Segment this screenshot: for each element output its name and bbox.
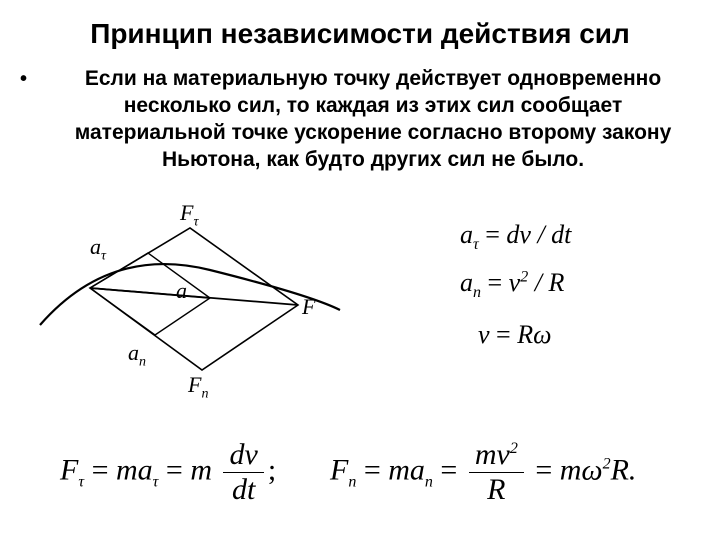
eq-Ftau-full: Fτ = maτ = m dv dt ; — [60, 440, 276, 505]
bullet-text: Если на материальную точку действует одн… — [46, 66, 700, 174]
eq-v: v = Rω — [478, 320, 551, 350]
label-F: F — [302, 294, 315, 320]
label-atau: aτ — [90, 234, 106, 264]
eq-a-n: an = v2 / R — [460, 268, 564, 302]
vector-a — [90, 288, 210, 298]
parallelogram — [90, 228, 298, 370]
label-Fn: Fn — [188, 372, 208, 402]
bullet-marker: • — [20, 68, 27, 91]
label-a: a — [176, 278, 187, 304]
label-Ftau: Fτ — [180, 200, 198, 230]
trajectory-curve — [40, 264, 340, 325]
bullet-item: • Если на материальную точку действует о… — [20, 66, 700, 174]
eq-Fn-full: Fn = man = mv2 R = mω2R. — [330, 440, 636, 505]
slide: Принцип независимости действия сил • Есл… — [0, 0, 720, 540]
vector-diagram: Fτ aτ a F an Fn — [30, 190, 350, 400]
slide-title: Принцип независимости действия сил — [0, 18, 720, 50]
label-an: an — [128, 340, 146, 370]
eq-a-tau: aτ = dv / dt — [460, 220, 571, 254]
